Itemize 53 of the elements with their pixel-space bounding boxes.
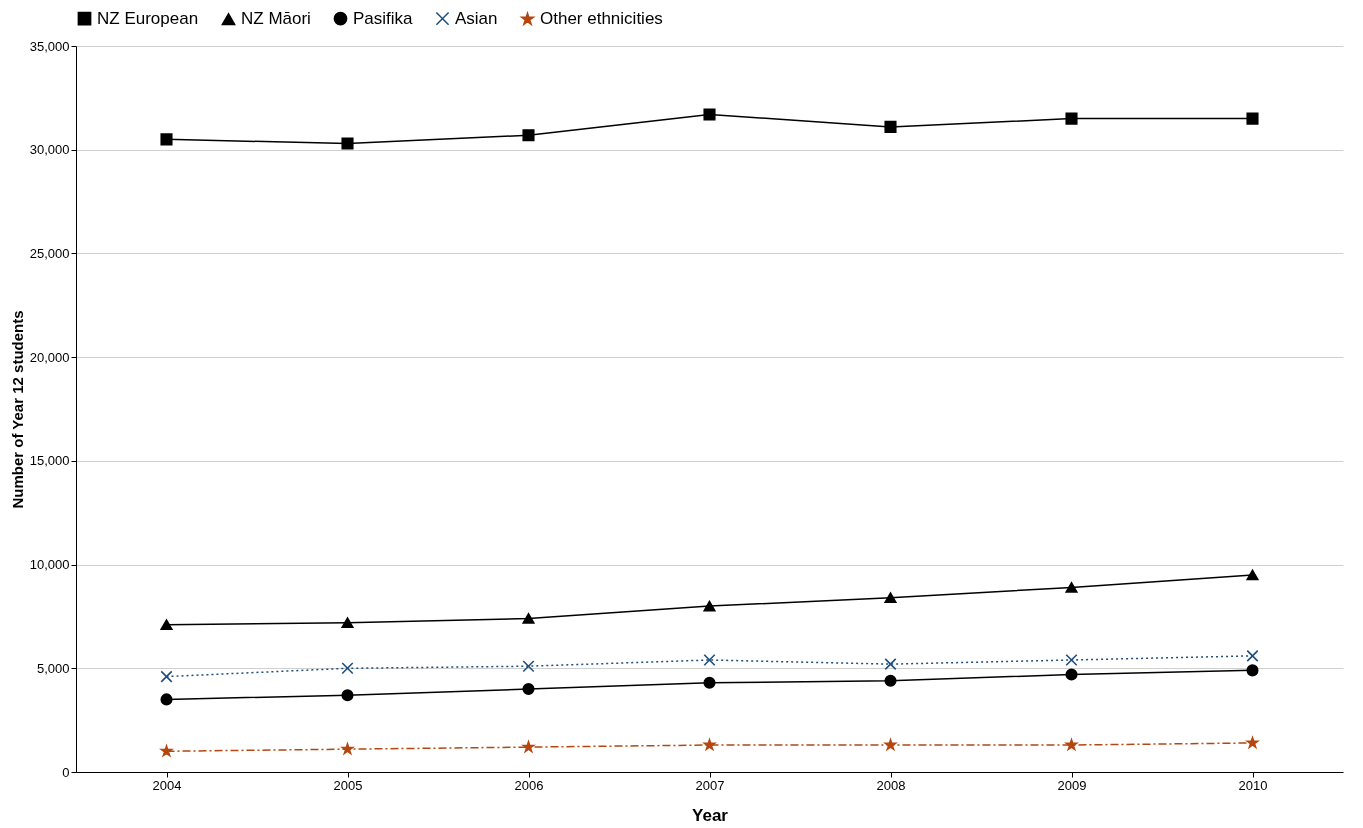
point <box>1065 582 1078 593</box>
y-axis-title: Number of Year 12 students <box>8 310 26 509</box>
point <box>703 738 716 751</box>
legend-label: Pasifika <box>353 8 414 28</box>
y-tick-label: 10,000 <box>29 557 70 573</box>
point <box>703 600 716 612</box>
point <box>522 129 535 142</box>
legend-label: Asian <box>455 8 498 28</box>
point <box>1065 738 1078 751</box>
x-axis-title: Year <box>692 805 729 825</box>
point <box>703 653 716 667</box>
legend-label: NZ Māori <box>241 9 311 29</box>
y-tick-label: 20,000 <box>29 349 70 365</box>
y-tick-label: 30,000 <box>29 142 70 158</box>
x-tick-label: 2009 <box>1057 777 1087 793</box>
point <box>1065 668 1078 681</box>
point <box>522 660 535 673</box>
point <box>522 682 535 696</box>
point <box>884 674 897 687</box>
point <box>1246 649 1259 662</box>
point <box>341 689 354 702</box>
x-tick-label: 2008 <box>876 777 906 793</box>
point <box>160 670 173 683</box>
point <box>522 613 535 624</box>
point <box>884 658 897 671</box>
x-tick-label: 2007 <box>695 777 725 793</box>
point <box>1246 569 1259 581</box>
point <box>1065 112 1078 125</box>
point <box>1246 664 1259 677</box>
point <box>1246 112 1259 125</box>
y-tick-label: 15,000 <box>29 453 70 469</box>
point <box>341 617 354 628</box>
point <box>1065 653 1078 667</box>
x-tick-label: 2004 <box>152 777 182 793</box>
legend-label: NZ European <box>97 8 199 28</box>
y-tick-label: 25,000 <box>29 245 70 261</box>
y-tick-label: 0 <box>62 764 70 780</box>
point <box>160 693 173 706</box>
point <box>160 619 173 631</box>
point <box>703 108 716 121</box>
point <box>160 133 173 146</box>
y-tick-label: 35,000 <box>29 38 70 54</box>
point <box>341 662 354 675</box>
x-tick-label: 2010 <box>1238 777 1268 793</box>
point <box>884 738 897 751</box>
point <box>884 592 897 604</box>
y-tick-label: 5,000 <box>36 660 70 676</box>
point <box>703 676 716 689</box>
point <box>884 120 897 133</box>
legend-label: Other ethnicities <box>540 9 663 29</box>
x-tick-label: 2006 <box>514 777 544 793</box>
point <box>341 137 354 150</box>
x-tick-label: 2005 <box>333 777 363 793</box>
